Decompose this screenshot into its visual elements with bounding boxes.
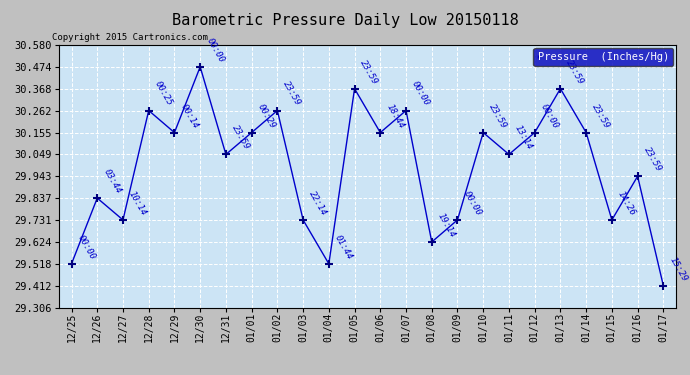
Text: 23:59: 23:59	[282, 80, 303, 108]
Text: 00:00: 00:00	[76, 233, 97, 261]
Text: 00:29: 00:29	[256, 102, 277, 130]
Legend: Pressure  (Inches/Hg): Pressure (Inches/Hg)	[533, 48, 673, 66]
Text: 23:59: 23:59	[487, 102, 509, 130]
Text: 00:00: 00:00	[204, 36, 226, 64]
Text: 15:29: 15:29	[667, 255, 689, 283]
Text: 10:14: 10:14	[127, 189, 148, 217]
Text: 00:25: 00:25	[153, 80, 174, 108]
Text: 00:14: 00:14	[179, 102, 200, 130]
Text: 14:26: 14:26	[616, 189, 638, 217]
Text: 01:44: 01:44	[333, 233, 354, 261]
Text: 19:14: 19:14	[436, 211, 457, 239]
Text: 23:59: 23:59	[591, 102, 611, 130]
Text: 00:00: 00:00	[410, 80, 431, 108]
Text: 03:44: 03:44	[101, 168, 123, 195]
Text: Barometric Pressure Daily Low 20150118: Barometric Pressure Daily Low 20150118	[172, 13, 518, 28]
Text: 22:14: 22:14	[307, 189, 328, 217]
Text: 23:59: 23:59	[642, 146, 663, 174]
Text: 00:00: 00:00	[462, 189, 483, 217]
Text: 23:59: 23:59	[359, 58, 380, 86]
Text: Copyright 2015 Cartronics.com: Copyright 2015 Cartronics.com	[52, 33, 208, 42]
Text: 00:00: 00:00	[539, 102, 560, 130]
Text: 13:14: 13:14	[513, 124, 534, 152]
Text: 23:59: 23:59	[564, 58, 586, 86]
Text: 18:44: 18:44	[384, 102, 406, 130]
Text: 23:59: 23:59	[230, 124, 251, 152]
